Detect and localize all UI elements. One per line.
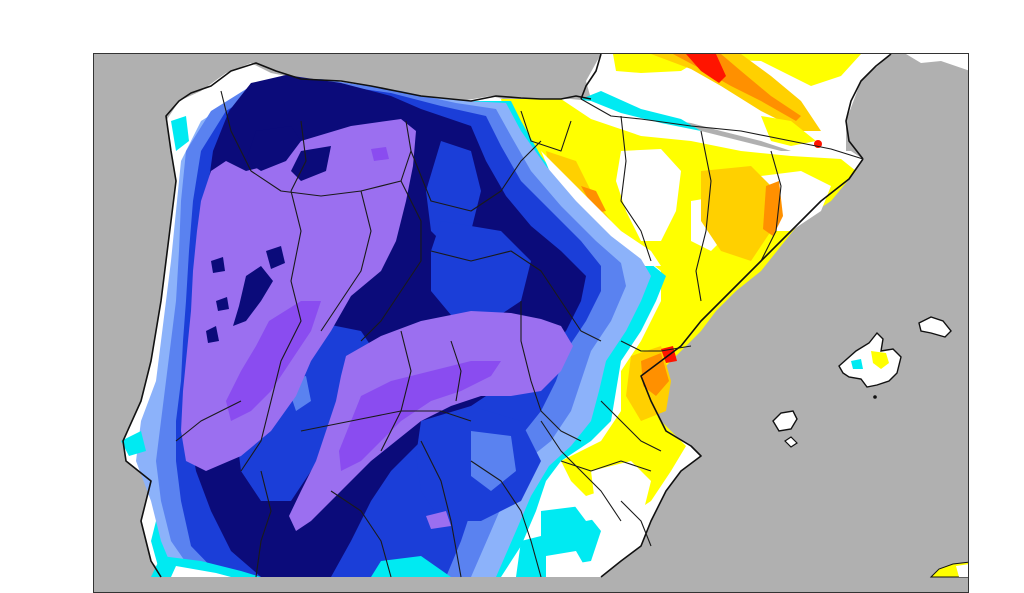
temperature-anomaly-map	[94, 54, 968, 592]
ibiza	[772, 410, 798, 432]
formentera	[784, 436, 798, 448]
cabrera	[873, 395, 877, 399]
admin-borders	[175, 90, 864, 578]
mallorca	[838, 331, 902, 388]
east-coastline	[600, 158, 864, 578]
menorca	[918, 316, 952, 338]
france-coastline	[580, 54, 892, 160]
iberia-coastline	[122, 62, 592, 578]
balearic-islands	[772, 316, 952, 448]
france-land	[581, 54, 968, 151]
iberia-land	[121, 63, 863, 577]
map-frame: Iberian Peninsula and Balearic Islands	[93, 53, 969, 593]
